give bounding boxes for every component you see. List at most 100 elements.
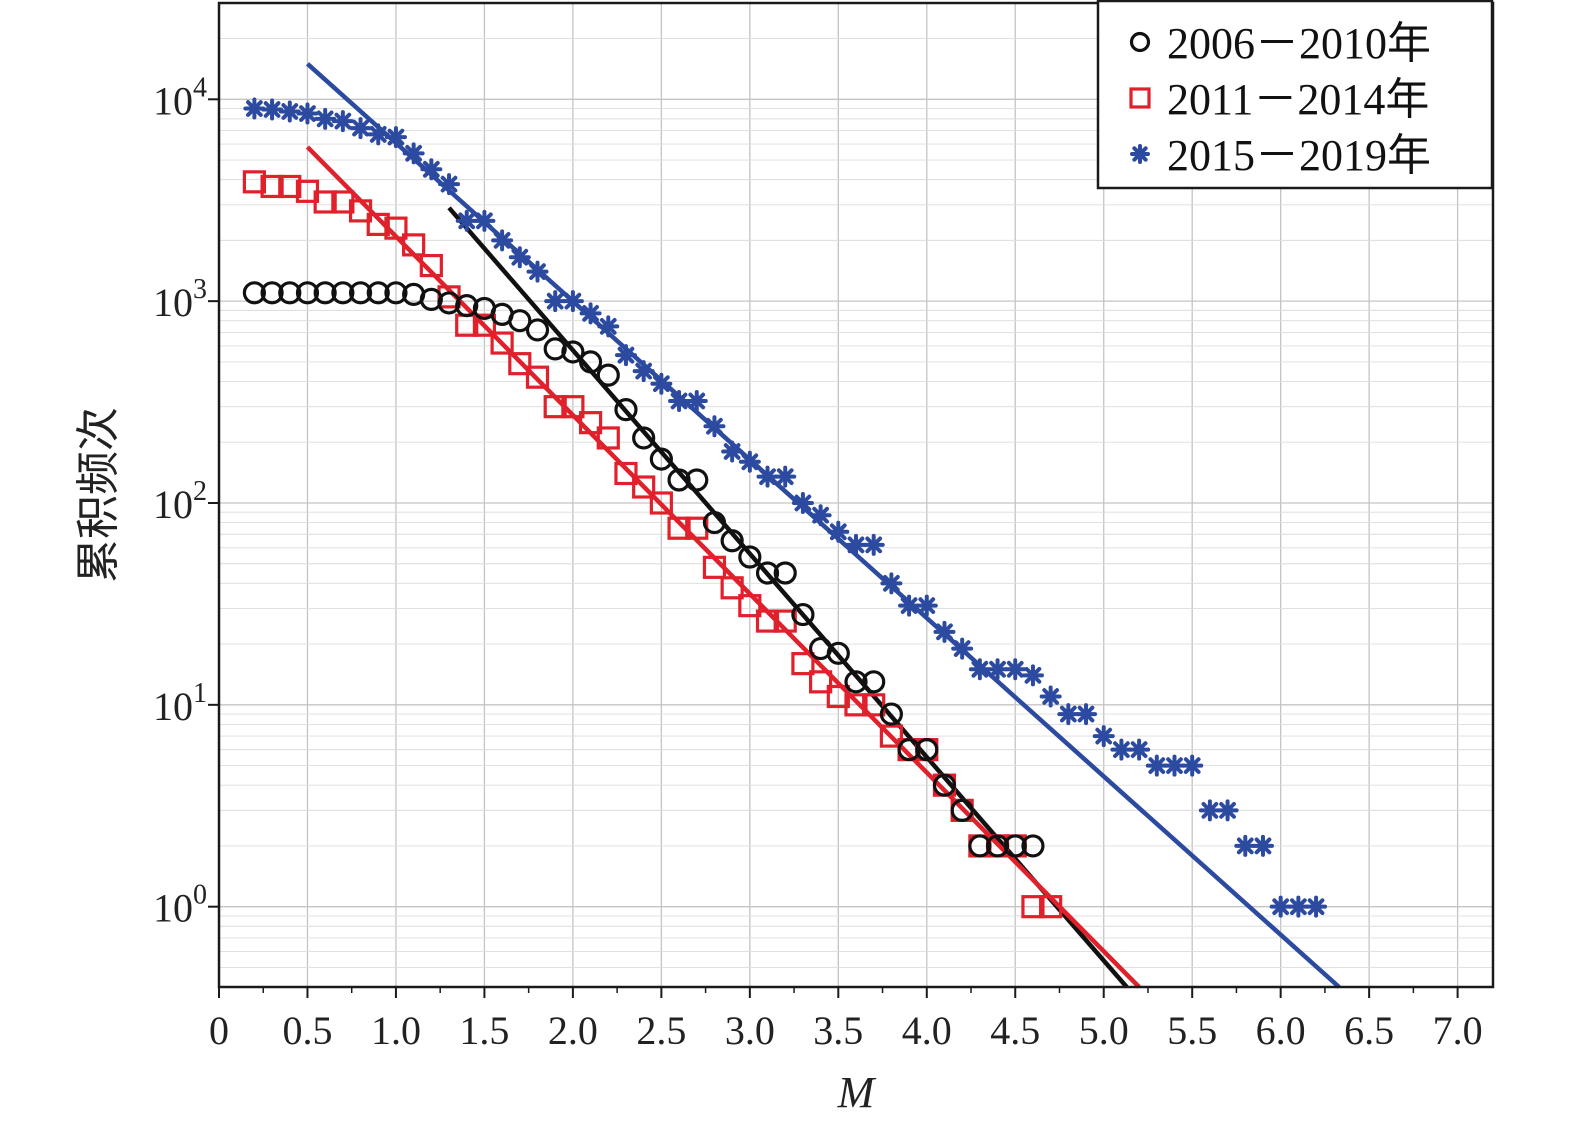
data-point-asterisk: [791, 491, 814, 514]
asterisk-stroke: [688, 392, 706, 410]
data-point-asterisk: [1004, 658, 1027, 681]
data-point-asterisk: [579, 302, 602, 325]
data-point-circle: [384, 281, 408, 305]
data-point-asterisk: [668, 390, 691, 413]
asterisk-stroke: [741, 453, 759, 471]
x-tick-label: 6.5: [1344, 1008, 1394, 1053]
asterisk-stroke: [635, 362, 653, 380]
asterisk-stroke: [281, 103, 299, 120]
data-point-asterisk: [986, 658, 1009, 681]
asterisk-stroke: [1095, 727, 1113, 745]
asterisk-stroke: [1272, 898, 1290, 916]
data-point-asterisk: [1181, 754, 1204, 777]
data-point-asterisk: [1145, 754, 1168, 777]
asterisk-stroke: [1006, 660, 1024, 678]
data-point-asterisk: [367, 123, 390, 146]
data-point-circle: [862, 670, 886, 694]
asterisk-stroke: [936, 623, 953, 641]
asterisk-stroke: [918, 597, 936, 615]
asterisk-stroke: [405, 144, 423, 162]
legend: 2006－2010年 2011－2014年 2015－2019年: [1096, 0, 1494, 190]
x-tick-label: 1.0: [371, 1008, 421, 1053]
data-point-square: [561, 395, 585, 419]
asterisk-stroke: [1042, 688, 1060, 705]
x-tick-label: 0.5: [282, 1008, 332, 1053]
data-point-square: [720, 576, 744, 600]
data-point-square: [667, 516, 691, 540]
data-point-asterisk: [384, 126, 407, 149]
data-point-asterisk: [721, 440, 744, 463]
data-point-circle: [879, 702, 903, 726]
asterisk-stroke: [422, 160, 440, 178]
data-point-circle: [508, 309, 532, 333]
data-point-square: [879, 724, 903, 748]
data-point-square: [649, 491, 673, 515]
data-point-asterisk: [703, 415, 726, 438]
data-point-circle: [242, 281, 266, 305]
data-point-asterisk: [1057, 703, 1080, 726]
data-point-circle: [313, 281, 337, 305]
data-point-square: [472, 313, 497, 337]
data-point-circle: [649, 447, 673, 471]
data-point-square: [596, 426, 620, 450]
data-point-asterisk: [968, 658, 991, 681]
data-point-asterisk: [1163, 754, 1186, 777]
data-point-asterisk: [756, 465, 779, 488]
data-point-circle: [950, 798, 974, 822]
asterisk-stroke: [759, 468, 776, 486]
data-point-circle: [614, 398, 638, 422]
x-axis-ticks: 0 0.5 1.0 1.5 2.0 2.5 3.0 3.5 4.0 4.5 5.0 5.5 6.0 6.5…: [209, 987, 1483, 1053]
data-point-asterisk: [1198, 799, 1221, 822]
y-tick-label: 103: [153, 274, 207, 325]
asterisk-stroke: [564, 292, 582, 310]
data-point-asterisk: [614, 344, 637, 367]
asterisk-stroke: [1077, 705, 1095, 723]
data-point-asterisk: [420, 158, 443, 181]
asterisk-stroke: [316, 110, 334, 128]
data-point-square: [1039, 895, 1063, 919]
data-point-circle: [348, 281, 373, 305]
legend-marker-asterisk: [1130, 144, 1150, 164]
y-tick-label: 100: [153, 880, 207, 931]
data-point-asterisk: [880, 572, 903, 595]
data-point-square: [791, 652, 815, 676]
asterisk-stroke: [352, 119, 369, 137]
asterisk-stroke: [493, 232, 511, 249]
data-point-asterisk: [632, 360, 655, 383]
data-point-square: [525, 365, 550, 389]
asterisk-stroke: [1130, 741, 1148, 758]
asterisk-stroke: [263, 101, 281, 118]
data-point-asterisk: [561, 290, 584, 313]
data-point-asterisk: [1128, 738, 1151, 761]
legend-marker-circle: [1129, 31, 1151, 53]
data-point-square: [313, 190, 337, 214]
data-point-asterisk: [1110, 738, 1133, 761]
data-point-square: [242, 170, 266, 194]
data-point-asterisk: [827, 520, 850, 543]
data-point-asterisk: [738, 450, 761, 473]
data-point-square: [755, 609, 780, 633]
data-point-asterisk: [491, 229, 514, 252]
asterisk-stroke: [829, 523, 847, 541]
asterisk-stroke: [794, 494, 812, 512]
data-point-circle: [720, 529, 744, 553]
data-point-asterisk: [862, 533, 885, 556]
data-point-square: [1021, 895, 1045, 919]
data-point-asterisk: [951, 637, 974, 660]
data-point-asterisk: [402, 142, 425, 165]
data-point-circle: [1021, 834, 1045, 858]
asterisk-stroke: [1307, 898, 1325, 916]
data-point-circle: [755, 561, 780, 585]
data-point-circle: [985, 834, 1010, 858]
data-point-asterisk: [473, 209, 496, 232]
data-point-circle: [295, 281, 320, 305]
asterisk-stroke: [1024, 666, 1042, 684]
data-point-asterisk: [296, 102, 319, 125]
asterisk-stroke: [334, 112, 352, 130]
asterisk-stroke: [989, 660, 1006, 678]
asterisk-stroke: [1148, 757, 1166, 774]
asterisk-stroke: [1113, 741, 1130, 758]
x-tick-label: 5.0: [1079, 1008, 1129, 1053]
data-point-circle: [260, 281, 284, 305]
y-axis-ticks: 100 101 102 103 104: [153, 72, 219, 931]
